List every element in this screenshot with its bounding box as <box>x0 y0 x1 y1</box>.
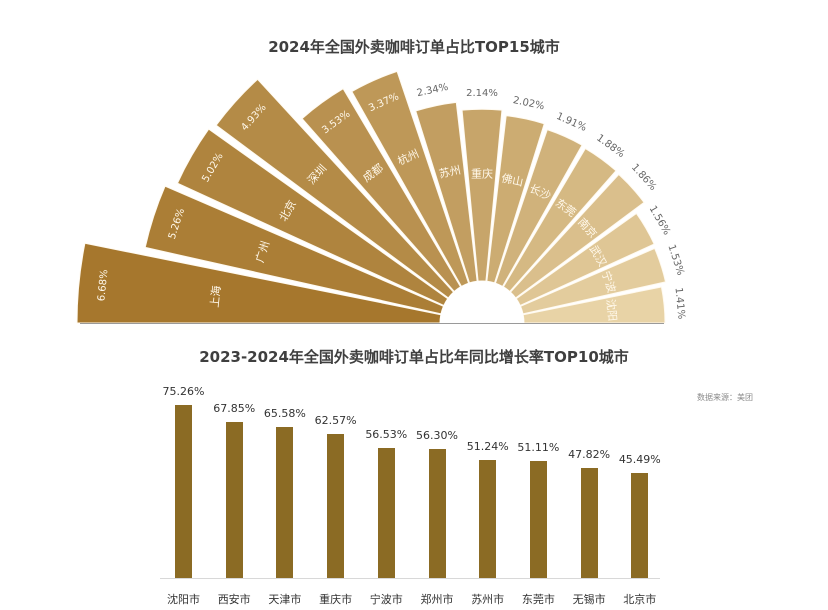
bar-category-label: 北京市 <box>623 593 657 606</box>
bar <box>428 448 446 578</box>
bar-category-label: 沈阳市 <box>167 593 200 606</box>
bar-category-label: 西安市 <box>217 593 251 606</box>
bar-value-label: 75.26% <box>162 385 205 398</box>
rose-chart: 上海6.68%广州5.26% 北京5.02% 深圳4.93%成都3.53%杭州3.3… <box>76 70 687 324</box>
wedge-city-label: 苏州 <box>438 164 462 181</box>
wedge-value-label: 2.14% <box>466 88 498 99</box>
wedge-city-label: 宁波 <box>599 269 619 294</box>
rose-center-hole <box>440 281 524 323</box>
bar-category-label: 东莞市 <box>521 593 555 606</box>
rose-chart-baseline <box>80 323 664 324</box>
bar <box>276 427 294 578</box>
source-note: 数据来源：美团 <box>697 393 753 402</box>
bar-value-label: 67.85% <box>213 402 256 416</box>
bar <box>529 460 547 578</box>
bar-value-label: 47.82% <box>568 448 611 462</box>
bar-category-label: 苏州市 <box>471 593 505 606</box>
bar <box>479 460 497 578</box>
bar-value-label: 56.30% <box>416 428 458 442</box>
bar <box>377 448 395 578</box>
bar-value-label: 51.24% <box>466 440 509 454</box>
bar <box>225 422 243 578</box>
wedge-city-label: 重庆 <box>471 167 493 181</box>
bar-value-label: 62.57% <box>314 414 357 428</box>
bar-category-label: 无锡市 <box>572 593 606 606</box>
wedge-city-label: 上海 <box>207 285 223 308</box>
bar <box>580 468 598 578</box>
bar-value-label: 45.49% <box>618 453 661 467</box>
chart2-title: 2023-2024年全国外卖咖啡订单占比年同比增长率TOP10城市 <box>199 348 629 366</box>
bar-category-label: 天津市 <box>268 593 302 606</box>
bar-chart-axis <box>160 578 660 579</box>
wedge-city-label: 佛山 <box>500 172 524 189</box>
wedge-city-label: 沈阳 <box>604 298 620 321</box>
bar <box>631 473 649 578</box>
bar-value-label: 51.11% <box>517 440 560 454</box>
chart1-title: 2024年全国外卖咖啡订单占比TOP15城市 <box>268 38 560 56</box>
bar-category-label: 重庆市 <box>319 593 353 606</box>
wedge-city-label: 广州 <box>253 239 272 264</box>
wedge-value-label: 1.41% <box>672 287 686 320</box>
bar <box>175 405 192 578</box>
bar-category-label: 郑州市 <box>420 593 454 606</box>
wedge-value-label: 6.68% <box>96 269 110 302</box>
bar <box>327 434 345 578</box>
bar-value-label: 56.53% <box>365 428 408 442</box>
bar-category-label: 宁波市 <box>369 593 403 606</box>
bar-value-label: 65.58% <box>263 407 306 421</box>
